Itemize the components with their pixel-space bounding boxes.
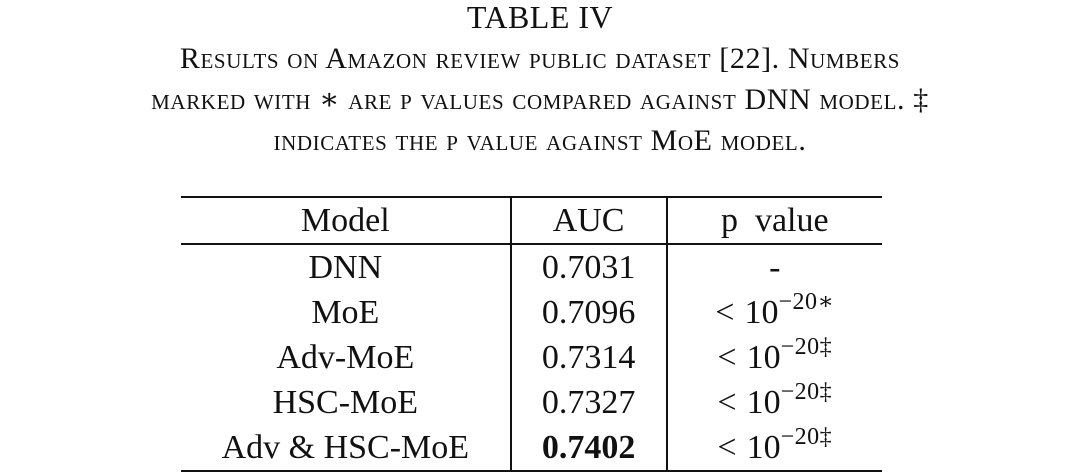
less-than-sign: < <box>717 429 737 466</box>
caption-line-3: indicates the p value against MoE model. <box>273 124 807 157</box>
cell-p-value: - <box>667 244 882 290</box>
p-value-base: 10 <box>746 384 781 421</box>
cell-model: HSC-MoE <box>272 384 419 421</box>
p-value-base: 10 <box>744 294 779 331</box>
less-than-sign: < <box>715 294 735 331</box>
cell-p-value: <10−20‡ <box>666 424 882 472</box>
table-row: MoE 0.7096 <10−20∗ <box>181 290 882 335</box>
header-model: Model <box>181 196 511 245</box>
cell-model: MoE <box>311 294 380 331</box>
header-auc: AUC <box>509 196 668 245</box>
cell-auc-best: 0.7402 <box>509 425 668 472</box>
cell-model: DNN <box>308 249 383 286</box>
table-number: TABLE IV <box>466 0 614 35</box>
less-than-sign: < <box>717 339 737 376</box>
header-row: Model AUC p value <box>181 196 882 245</box>
p-value-exponent: −20‡ <box>780 334 833 360</box>
cell-auc: 0.7031 <box>509 244 668 290</box>
cell-model: Adv-MoE <box>276 339 415 376</box>
cell-p-value: <10−20∗ <box>667 290 882 335</box>
cell-auc: 0.7314 <box>509 335 668 380</box>
p-value-exponent: −20‡ <box>780 379 833 405</box>
p-value-base: 10 <box>746 339 781 376</box>
p-value-base: - <box>769 249 781 286</box>
table-row: HSC-MoE 0.7327 <10−20‡ <box>181 380 882 425</box>
cell-p-value: <10−20‡ <box>667 380 882 425</box>
caption-line-2: marked with ∗ are p values compared agai… <box>151 83 929 116</box>
table-row: Adv-MoE 0.7314 <10−20‡ <box>181 335 882 380</box>
caption-line-1: Results on Amazon review public dataset … <box>179 42 901 75</box>
p-value-exponent: −20‡ <box>780 424 833 450</box>
cell-p-value: <10−20‡ <box>667 335 882 380</box>
results-table: Model AUC p value DNN 0.7031 - MoE 0.709… <box>181 196 882 472</box>
p-value-base: 10 <box>746 429 781 466</box>
table-row: Adv & HSC-MoE 0.7402 <10−20‡ <box>181 424 882 472</box>
cell-auc: 0.7327 <box>509 380 668 425</box>
table-caption: Results on Amazon review public dataset … <box>0 38 1080 161</box>
p-value-exponent: −20∗ <box>778 289 835 315</box>
cell-model: Adv & HSC-MoE <box>181 425 511 472</box>
table-row: DNN 0.7031 - <box>181 244 882 290</box>
cell-auc: 0.7096 <box>509 290 668 335</box>
less-than-sign: < <box>717 384 737 421</box>
header-p-value: p value <box>666 196 882 245</box>
